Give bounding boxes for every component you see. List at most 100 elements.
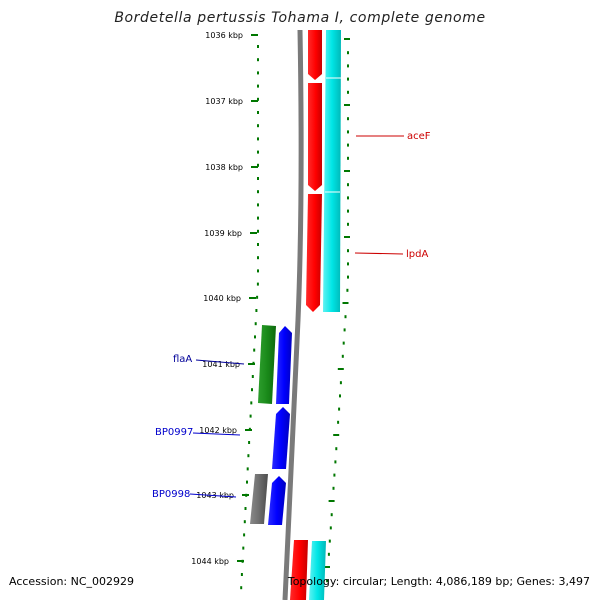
track-dot	[257, 177, 259, 180]
track-dot	[257, 256, 259, 260]
track-dot	[256, 295, 259, 299]
track-dot	[240, 586, 243, 590]
green-gene-flaA	[258, 325, 276, 404]
gene-label-BP0997[interactable]: BP0997	[155, 427, 193, 438]
track-dot	[344, 38, 350, 40]
tick-label: 1036 kbp	[205, 31, 243, 40]
track-dot	[329, 526, 332, 530]
dotted-track-right	[324, 38, 350, 583]
track-dot	[328, 539, 331, 543]
track-dot	[344, 236, 350, 238]
gene-label-BP0998[interactable]: BP0998	[152, 489, 190, 500]
track-dot	[333, 434, 340, 436]
track-dot	[347, 275, 349, 279]
tick-label: 1042 kbp	[199, 426, 237, 435]
red-cds-aceF	[308, 83, 322, 191]
track-dot	[333, 473, 336, 477]
track-dot	[255, 309, 258, 312]
track-dot	[257, 71, 259, 75]
track-dot	[346, 288, 349, 292]
track-dot	[249, 414, 252, 418]
track-dot	[251, 375, 254, 378]
track-dot	[324, 566, 330, 568]
track-dot	[327, 552, 330, 556]
red-cds-1	[308, 30, 322, 80]
gene-label-lpdA[interactable]: lpdA	[406, 249, 428, 260]
track-dot	[257, 111, 259, 114]
track-dot	[253, 348, 256, 352]
track-dot	[242, 546, 245, 550]
track-dot	[330, 513, 333, 517]
track-dot	[339, 394, 341, 398]
track-dot	[347, 196, 349, 200]
track-dot	[257, 163, 259, 167]
track-dot	[246, 480, 248, 484]
tick-group: 1036 kbp 1037 kbp 1038 kbp 1039 kbp 1040 kbp…	[191, 31, 258, 566]
tick-label: 1041 kbp	[202, 360, 240, 369]
track-dot	[326, 579, 329, 583]
track-dot	[341, 354, 344, 358]
track-dot	[257, 45, 259, 48]
track-dot	[342, 341, 345, 345]
track-dot	[347, 209, 349, 213]
track-dot	[247, 454, 250, 458]
track-dot	[337, 420, 340, 424]
track-dot	[344, 104, 350, 106]
track-dot	[257, 190, 259, 194]
track-dot	[347, 51, 349, 55]
track-dot	[257, 97, 259, 101]
label-leader-lpdA	[354, 252, 404, 255]
track-dot	[257, 216, 259, 220]
track-dot	[257, 243, 259, 246]
track-dot	[347, 143, 349, 147]
track-dot	[251, 388, 253, 392]
cyan-feature-2	[309, 541, 326, 600]
track-dot	[347, 64, 349, 68]
tick-label: 1040 kbp	[203, 294, 241, 303]
track-dot	[240, 573, 243, 576]
track-dot	[244, 507, 247, 510]
track-dot	[347, 249, 349, 253]
map-title: Bordetella pertussis Tohama I, complete …	[114, 10, 486, 26]
blue-cds-BP0997	[272, 407, 290, 469]
track-dot	[347, 183, 349, 187]
label-leader-BP0998	[189, 493, 237, 498]
track-dot	[339, 381, 342, 385]
track-dot	[347, 117, 349, 121]
track-dot	[257, 269, 259, 273]
red-cds-2	[290, 540, 308, 600]
track-dot	[338, 407, 341, 411]
track-dot	[257, 58, 259, 62]
track-dot	[347, 262, 349, 266]
track-dot	[347, 130, 349, 134]
track-dot	[246, 467, 249, 471]
dotted-track-left	[240, 45, 259, 590]
track-dot	[243, 533, 246, 537]
track-dot	[257, 84, 259, 88]
track-dot	[342, 302, 349, 304]
tick-label: 1044 kbp	[191, 557, 229, 566]
track-dot	[347, 90, 349, 94]
track-dot	[347, 77, 349, 81]
gray-pseudo-BP0998	[250, 474, 268, 524]
red-cds-lpdA	[306, 194, 322, 312]
track-dot	[344, 315, 347, 319]
track-dot	[257, 229, 259, 233]
tick-label: 1037 kbp	[205, 97, 243, 106]
reverse-feature-track	[250, 325, 292, 525]
gene-label-flaA[interactable]: flaA	[173, 354, 192, 365]
track-dot	[254, 335, 256, 339]
label-leader-BP0997	[192, 432, 241, 436]
blue-cds-flaA	[276, 326, 292, 404]
track-dot	[243, 520, 246, 524]
track-dot	[335, 447, 338, 451]
cyan-feature-track	[309, 30, 341, 600]
track-dot	[332, 486, 335, 490]
track-dot	[257, 203, 259, 207]
cyan-feature-1	[323, 30, 341, 312]
label-leader-flaA	[195, 359, 245, 365]
track-dot	[254, 322, 257, 326]
gene-label-aceF[interactable]: aceF	[407, 131, 431, 142]
track-dot	[337, 368, 344, 370]
